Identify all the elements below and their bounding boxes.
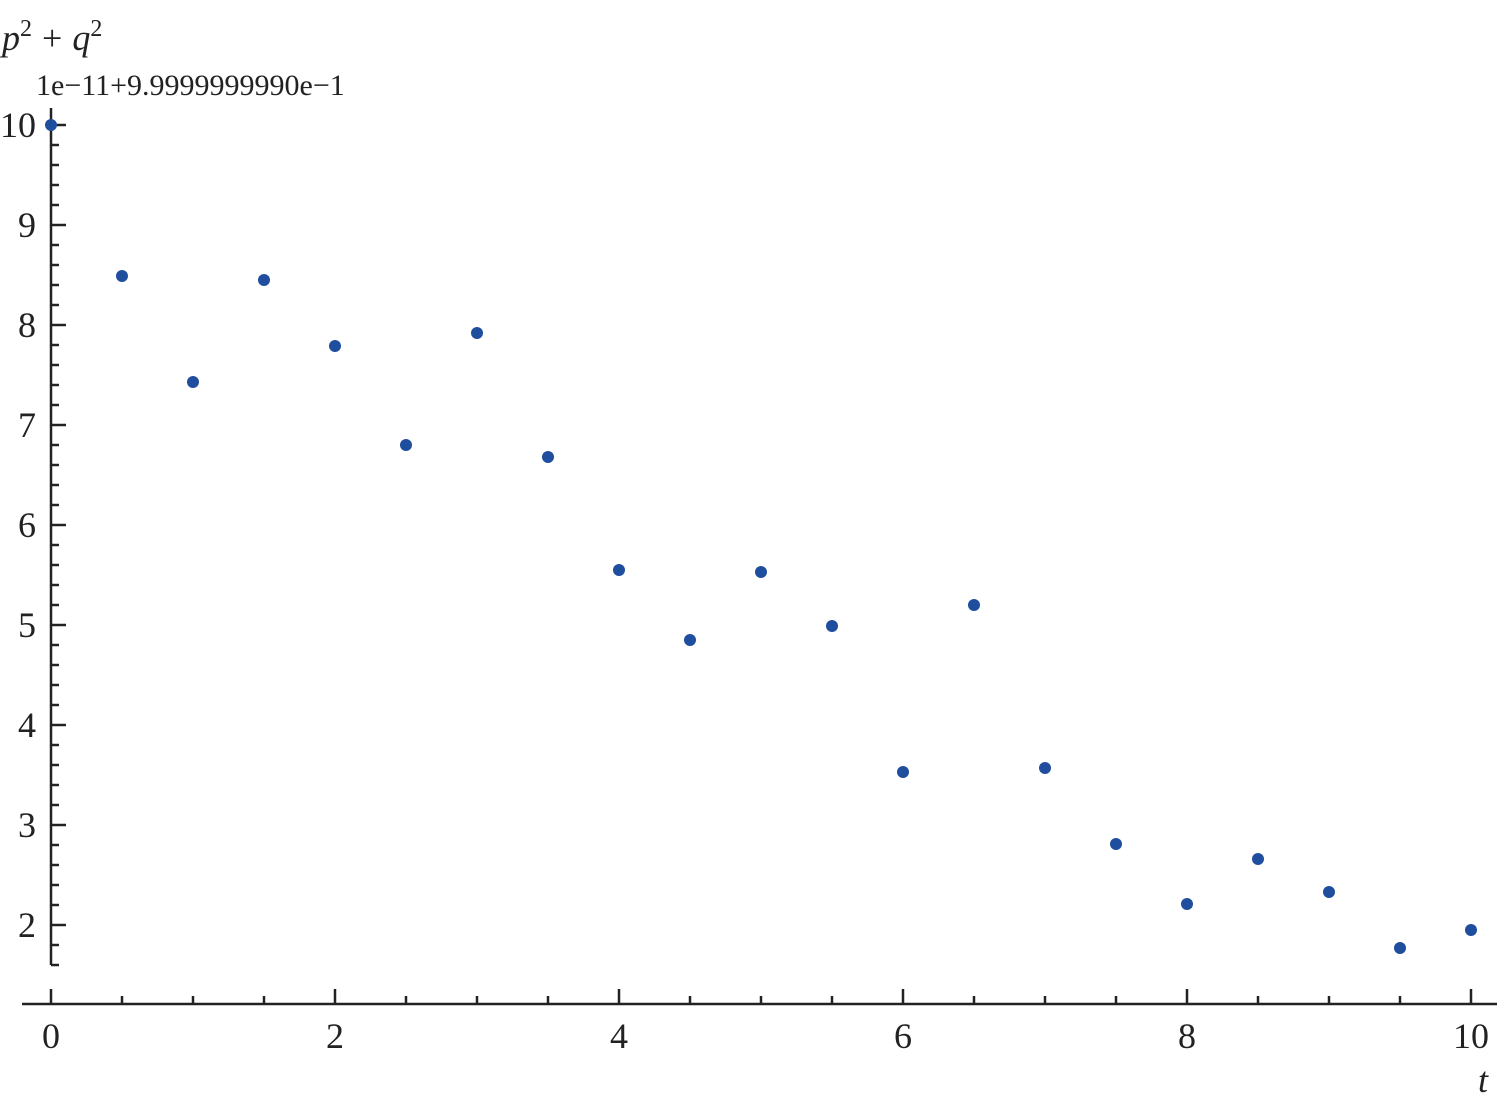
y-tick-label: 2 — [18, 905, 36, 945]
data-point — [1394, 942, 1406, 954]
data-point — [613, 564, 625, 576]
x-tick-label: 0 — [42, 1016, 60, 1056]
y-tick-label: 10 — [0, 105, 36, 145]
data-point — [897, 766, 909, 778]
data-point — [684, 634, 696, 646]
x-tick-label: 2 — [326, 1016, 344, 1056]
x-tick-label: 4 — [610, 1016, 628, 1056]
data-point — [542, 451, 554, 463]
data-point — [329, 340, 341, 352]
data-point — [1181, 898, 1193, 910]
y-tick-label: 9 — [18, 205, 36, 245]
data-point — [400, 439, 412, 451]
x-tick-label: 10 — [1453, 1016, 1489, 1056]
y-tick-label: 3 — [18, 805, 36, 845]
x-tick-label: 8 — [1178, 1016, 1196, 1056]
x-tick-label: 6 — [894, 1016, 912, 1056]
y-axis-title: p2 + q2 — [0, 16, 102, 58]
y-offset-label: 1e−11+9.9999999990e−1 — [36, 69, 345, 102]
data-point — [1252, 853, 1264, 865]
y-tick-label: 4 — [18, 705, 36, 745]
y-tick-label: 6 — [18, 505, 36, 545]
y-tick-label: 5 — [18, 605, 36, 645]
data-point — [968, 599, 980, 611]
data-point — [258, 274, 270, 286]
data-point — [1039, 762, 1051, 774]
data-point — [1110, 838, 1122, 850]
x-axis-title: t — [1478, 1060, 1489, 1100]
data-point — [1323, 886, 1335, 898]
data-point — [755, 566, 767, 578]
data-point — [187, 376, 199, 388]
y-tick-label: 8 — [18, 305, 36, 345]
data-point — [116, 270, 128, 282]
data-point — [471, 327, 483, 339]
y-tick-label: 7 — [18, 405, 36, 445]
data-point — [45, 119, 57, 131]
data-point — [1465, 924, 1477, 936]
data-point — [826, 620, 838, 632]
